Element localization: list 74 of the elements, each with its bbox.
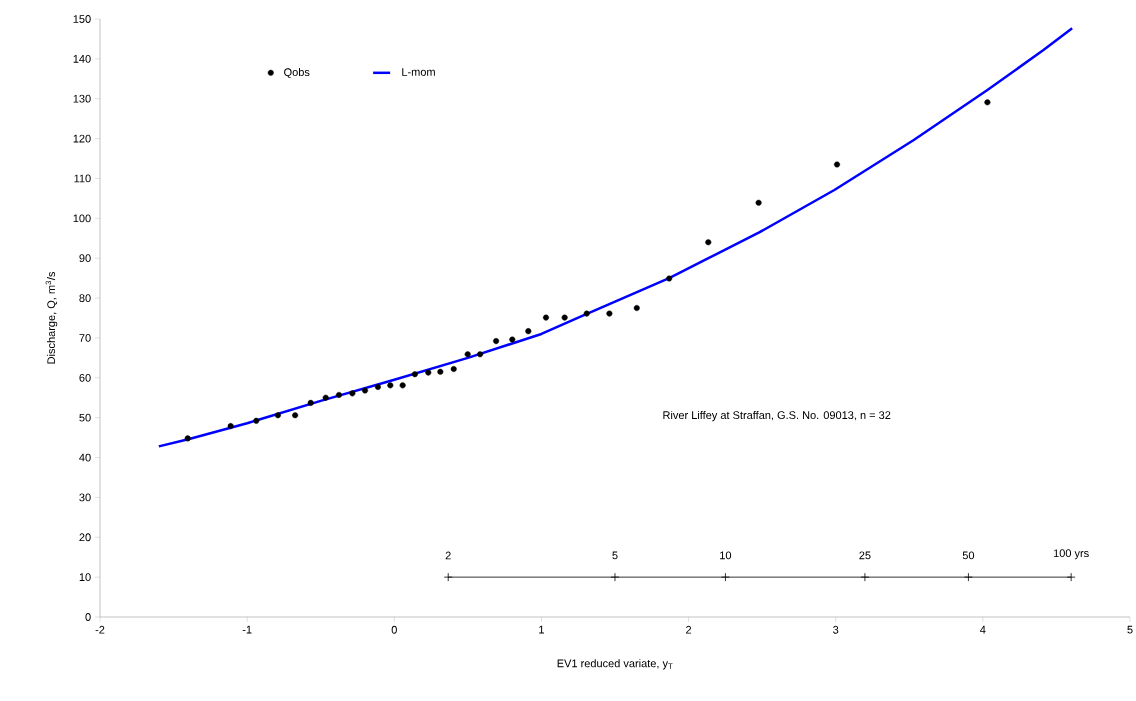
- annotation: 25: [859, 551, 871, 560]
- legend-label: Qobs: [284, 68, 310, 79]
- point: [362, 387, 368, 394]
- x-tick-label: 5: [1127, 625, 1133, 634]
- x-tick-label: -2: [95, 625, 105, 634]
- point: [253, 417, 260, 424]
- point: [610, 572, 620, 582]
- y-tick-label: 130: [73, 94, 91, 103]
- x-axis-title: EV1 reduced variate, y$_{T}$: [557, 659, 673, 670]
- y-tick-label: 90: [79, 254, 91, 263]
- point: [399, 382, 406, 389]
- y-tick-label: 100: [73, 214, 91, 223]
- y-tick-label: 30: [79, 493, 91, 502]
- y-tick-label: 20: [79, 533, 91, 542]
- point: [349, 390, 356, 397]
- point: [525, 328, 532, 335]
- y-axis-title: Discharge, Q, m$^{3}$/s: [45, 271, 58, 364]
- point: [227, 423, 234, 430]
- y-tick-label: 80: [79, 294, 91, 302]
- annotation: 5: [612, 551, 618, 560]
- annotation: River Liffey at Straffan, G.S. No. 09013, n = 32: [663, 410, 891, 422]
- x-tick-label: 2: [686, 625, 692, 634]
- point: [860, 572, 870, 582]
- annotation: 100 yrs: [1053, 549, 1089, 560]
- y-tick-label: 110: [74, 174, 91, 183]
- point: [1066, 572, 1076, 582]
- point: [542, 314, 549, 321]
- point: [184, 435, 191, 442]
- y-tick-label: 10: [79, 573, 91, 582]
- x-tick-label: 4: [980, 625, 986, 634]
- point: [387, 382, 394, 389]
- y-tick-label: 120: [73, 134, 91, 143]
- point: [633, 305, 640, 312]
- x-tick-label: -1: [242, 625, 252, 634]
- x-tick-label: 0: [391, 625, 397, 634]
- point: [561, 314, 568, 321]
- point: [425, 369, 432, 376]
- annotation: 50: [962, 551, 975, 560]
- point: [274, 412, 281, 419]
- point: [464, 351, 471, 358]
- point: [606, 310, 613, 317]
- point: [493, 338, 500, 345]
- y-tick-label: 140: [73, 54, 91, 63]
- point: [335, 391, 342, 398]
- point: [322, 394, 329, 401]
- x-tick-label: 3: [833, 625, 839, 634]
- y-tick-label: 0: [85, 613, 91, 621]
- y-tick-label: 50: [79, 413, 91, 422]
- annotation: 2: [445, 551, 451, 560]
- point: [374, 383, 381, 390]
- x-tick-label: 1: [539, 625, 544, 634]
- point: [583, 310, 590, 317]
- point: [705, 239, 712, 246]
- point: [477, 351, 484, 358]
- annotation: 10: [720, 551, 732, 560]
- point: [964, 572, 973, 582]
- y-tick-label: 40: [79, 453, 91, 462]
- y-tick-label: 60: [79, 373, 91, 382]
- point: [292, 412, 299, 419]
- point: [437, 368, 444, 375]
- point: [721, 572, 730, 582]
- point: [755, 199, 762, 206]
- point: [984, 99, 991, 106]
- y-tick-label: 150: [73, 15, 91, 23]
- point: [443, 572, 453, 582]
- line-series: [157, 26, 1074, 448]
- y-tick-label: 70: [79, 334, 91, 342]
- point: [666, 275, 673, 282]
- point: [450, 366, 457, 373]
- point: [509, 336, 516, 343]
- legend-label: L-mom: [402, 68, 435, 76]
- point: [834, 161, 841, 168]
- point: [411, 371, 418, 378]
- point: [307, 399, 314, 406]
